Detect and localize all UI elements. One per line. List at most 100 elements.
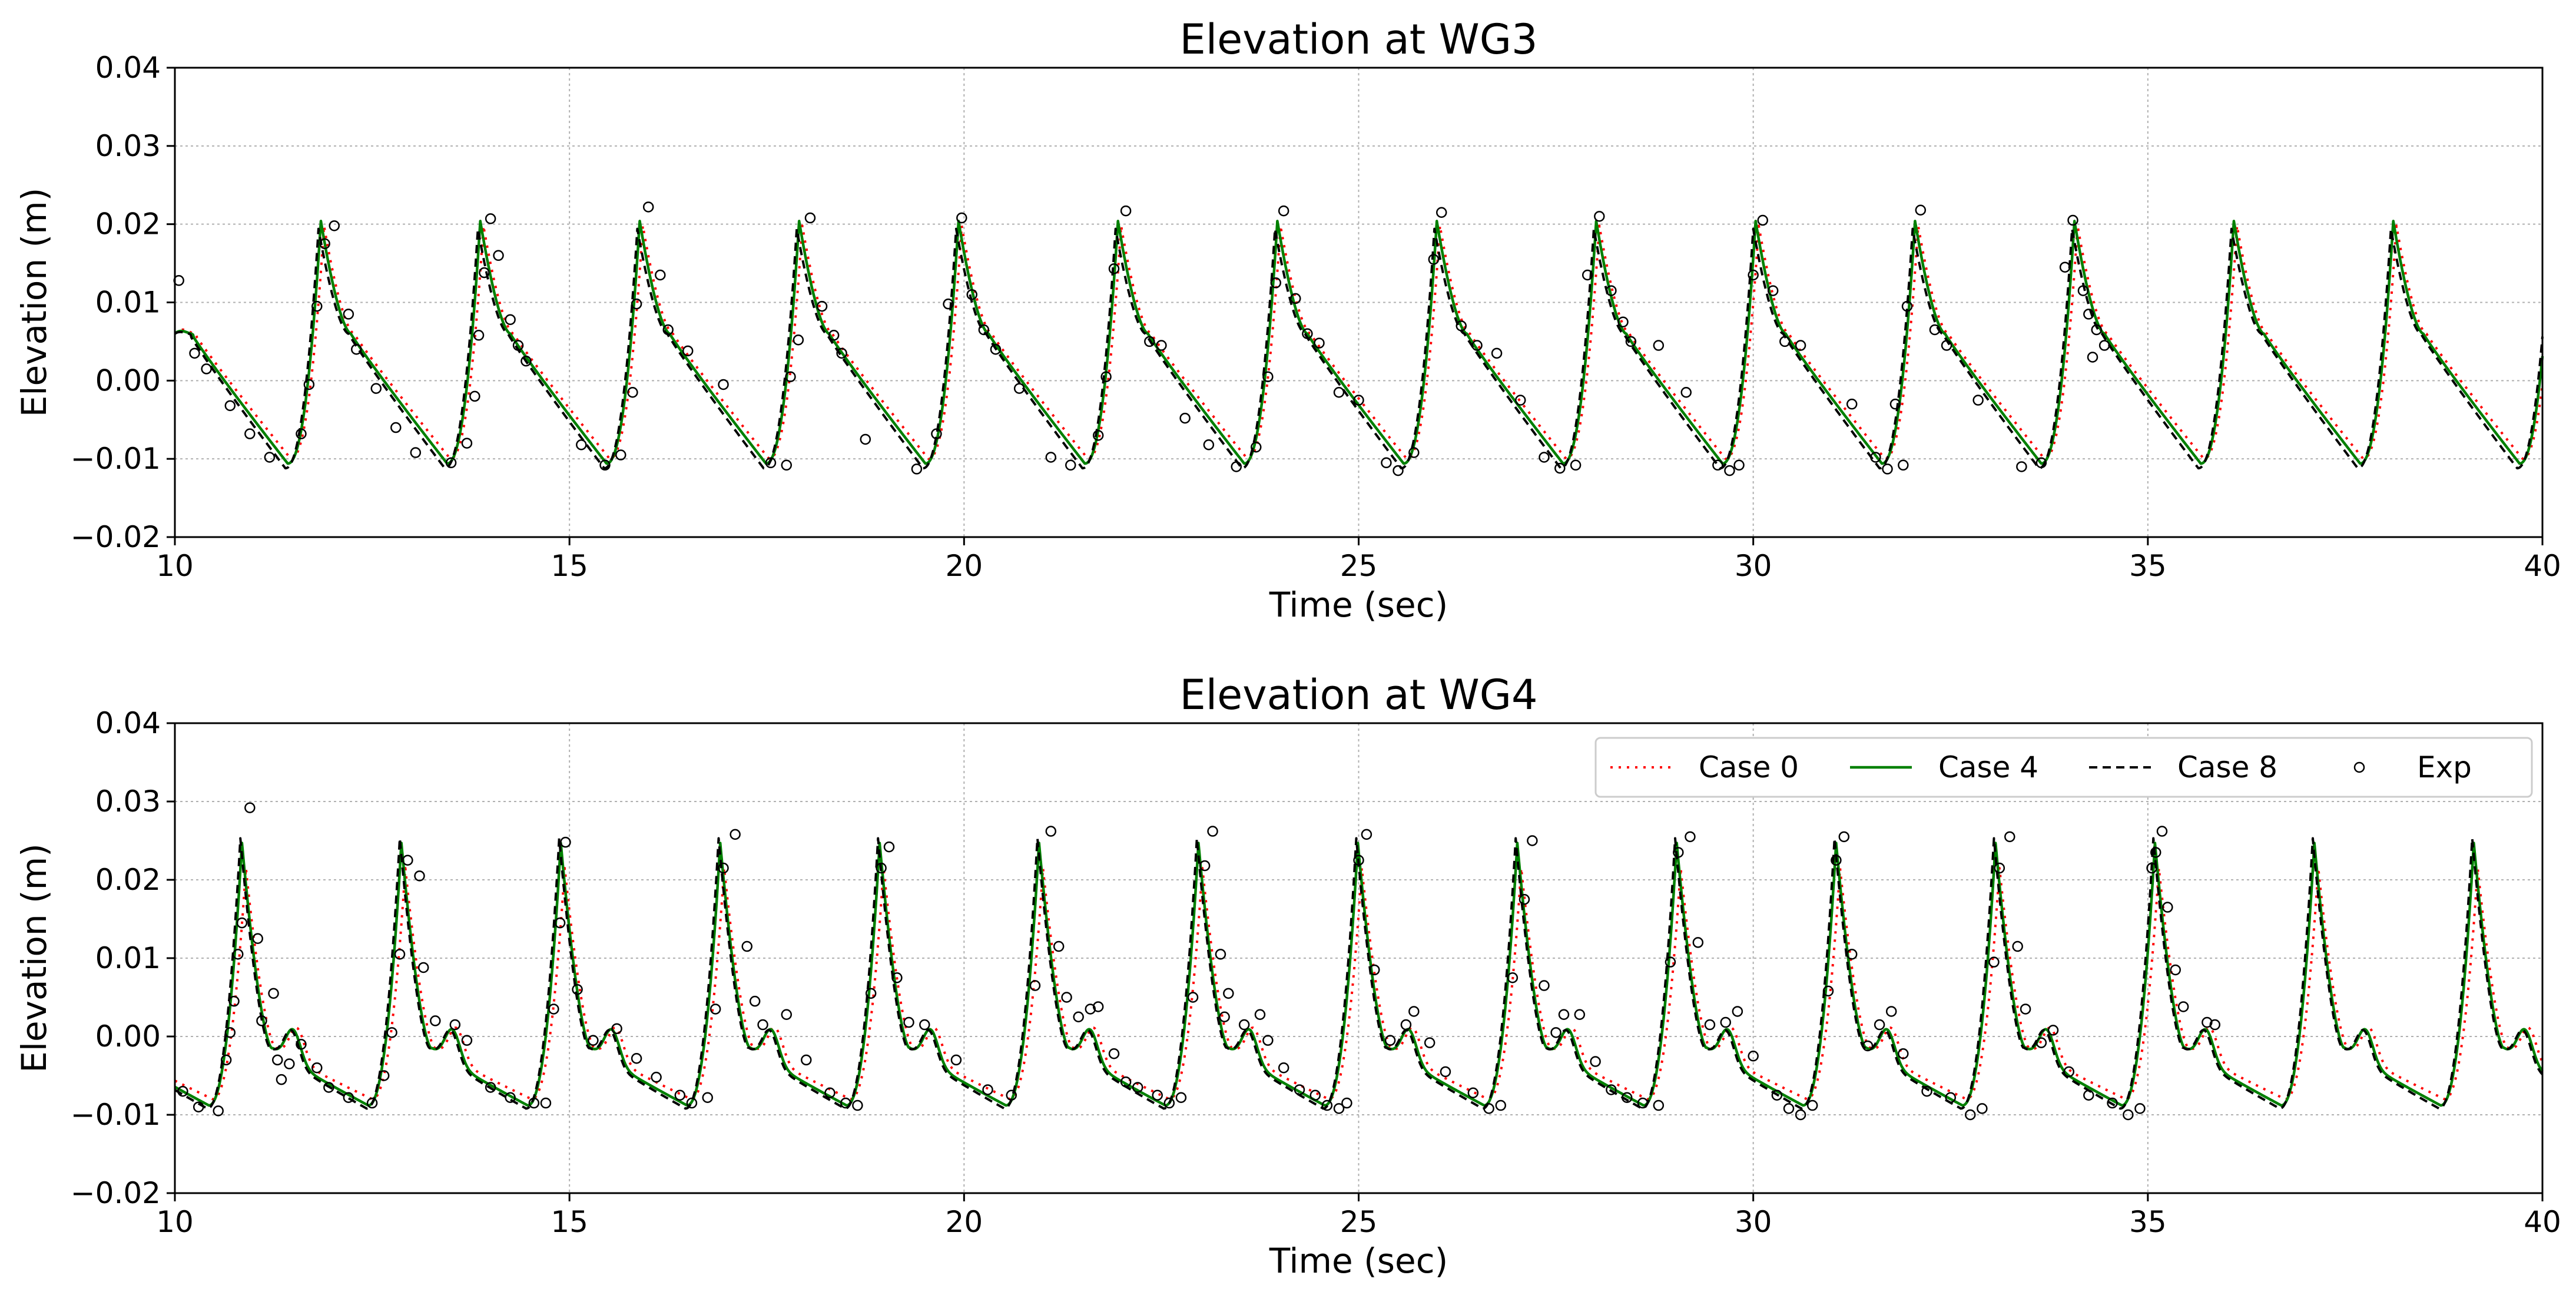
exp-point <box>1144 336 1155 347</box>
exp-point <box>1680 387 1692 398</box>
exp-point <box>329 220 340 231</box>
y-tick-label: 0.03 <box>95 129 161 163</box>
exp-point <box>956 212 967 224</box>
exp-point <box>978 324 990 336</box>
exp-point <box>1424 1037 1435 1048</box>
exp-point <box>228 995 240 1007</box>
chart-title: Elevation at WG3 <box>1180 15 1538 64</box>
x-axis-label: Time (sec) <box>1269 585 1448 625</box>
exp-point <box>651 1071 662 1083</box>
exp-point <box>449 1019 461 1031</box>
exp-point <box>410 447 422 458</box>
exp-point <box>860 433 871 445</box>
exp-point <box>824 1087 836 1099</box>
series-line-case-0 <box>174 224 2544 461</box>
chart-wg3: 10 15 20 25 30 35 40 −0.02 −0.01 0.00 0.01 0.02 0.03… <box>14 15 2561 625</box>
exp-point <box>801 1054 812 1066</box>
exp-point <box>224 1027 236 1038</box>
exp-point <box>244 802 256 813</box>
exp-point <box>493 250 504 261</box>
exp-point <box>682 345 694 357</box>
exp-point <box>702 1092 713 1103</box>
exp-point <box>1550 1027 1561 1038</box>
exp-point <box>236 917 248 929</box>
exp-point <box>1945 1092 1956 1103</box>
exp-point <box>1846 398 1858 410</box>
legend-swatch-exp <box>2353 761 2365 773</box>
exp-point <box>1621 1092 1633 1103</box>
exp-point <box>1921 1085 1932 1097</box>
exp-point <box>911 463 923 475</box>
exp-point <box>1333 387 1345 398</box>
exp-point <box>296 428 307 439</box>
exp-point <box>741 940 752 952</box>
legend: Case 0 Case 4 Case 8 Exp <box>1594 737 2533 798</box>
exp-point <box>430 1015 441 1026</box>
exp-point <box>323 1082 334 1093</box>
legend-entry-case-8: Case 8 <box>2089 750 2277 784</box>
axis-ticks: 10 15 20 25 30 35 40 −0.02 −0.01 0.00 0.01 0.02 0.03… <box>71 51 2561 583</box>
exp-point <box>512 340 524 351</box>
exp-point <box>718 862 729 874</box>
exp-point <box>402 854 413 866</box>
x-tick-label: 30 <box>1735 549 1772 583</box>
exp-point <box>757 1019 768 1031</box>
exp-point <box>1231 461 1242 472</box>
exp-point <box>674 1089 686 1101</box>
x-tick-label: 40 <box>2524 1205 2561 1239</box>
exp-point <box>2077 285 2089 296</box>
legend-label-case-0: Case 0 <box>1699 750 1799 784</box>
exp-point <box>1862 1040 1874 1052</box>
exp-point <box>852 1099 863 1111</box>
exp-point <box>588 1035 599 1046</box>
exp-point <box>1092 1001 1104 1012</box>
exp-point <box>2067 214 2078 226</box>
exp-point <box>982 1084 993 1095</box>
series-line-case-8 <box>174 227 2544 470</box>
exp-point <box>1606 285 1617 296</box>
exp-point <box>1606 1084 1617 1095</box>
exp-point <box>1219 1011 1230 1022</box>
exp-point <box>1704 1019 1716 1031</box>
exp-point <box>177 1085 188 1097</box>
exp-point <box>461 1035 473 1046</box>
exp-point <box>2123 1109 2134 1121</box>
legend-entry-case-0: Case 0 <box>1610 750 1799 784</box>
y-tick-label: 0.04 <box>95 706 161 740</box>
exp-point <box>891 972 903 983</box>
y-tick-label: 0.02 <box>95 863 161 897</box>
exp-point <box>189 347 200 359</box>
exp-point <box>1152 1089 1163 1101</box>
x-tick-label: 15 <box>551 549 588 583</box>
exp-point <box>2012 940 2023 952</box>
exp-point <box>303 379 315 390</box>
exp-point <box>1207 826 1218 837</box>
exp-point <box>417 962 429 973</box>
exp-point <box>1428 254 1440 265</box>
exp-point <box>232 949 244 960</box>
exp-point <box>1771 1089 1783 1101</box>
exp-point <box>1929 324 1941 336</box>
exp-point <box>1757 214 1769 226</box>
exp-point <box>386 1027 397 1038</box>
exp-point <box>1369 964 1380 976</box>
exp-point <box>213 1105 224 1117</box>
exp-point <box>1314 337 1325 349</box>
exp-point <box>1163 1097 1175 1109</box>
exp-point <box>1994 862 2005 874</box>
exp-point <box>1720 1016 1732 1028</box>
exp-point <box>505 314 516 325</box>
exp-point <box>1456 320 1467 332</box>
exp-point <box>1100 371 1112 382</box>
exp-point <box>749 995 761 1007</box>
exp-point <box>1515 395 1526 406</box>
exp-point <box>1570 459 1582 471</box>
exp-point <box>1132 1082 1143 1093</box>
y-tick-label: 0.00 <box>95 363 161 398</box>
exp-point <box>1290 293 1301 304</box>
exp-point <box>252 933 263 944</box>
exp-point <box>1108 1048 1120 1059</box>
exp-point <box>540 1097 552 1109</box>
exp-point <box>1527 835 1538 846</box>
